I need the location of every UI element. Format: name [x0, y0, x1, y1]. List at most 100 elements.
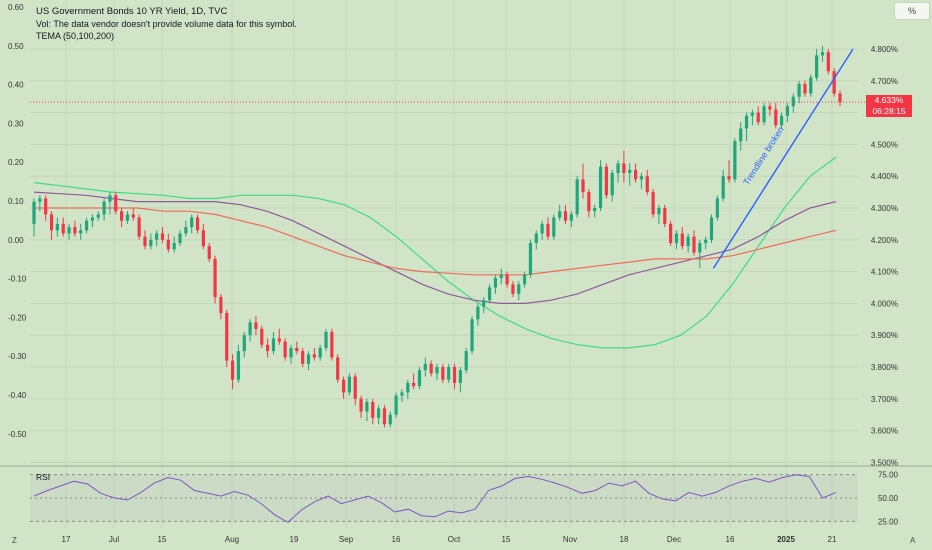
candle [528, 239, 533, 278]
candle [131, 208, 135, 221]
candle-body [511, 284, 515, 294]
candle-body [213, 258, 217, 298]
auto-scale-button[interactable]: A [910, 536, 916, 545]
candle [271, 332, 276, 355]
time-tick-label: 19 [290, 535, 299, 544]
candle-body [563, 211, 568, 221]
candle-body [423, 363, 427, 371]
candle-body [230, 360, 235, 380]
candle [593, 204, 597, 218]
candle [698, 239, 702, 269]
zoom-button[interactable]: Z [12, 536, 17, 545]
percent-label: % [907, 6, 916, 16]
candle-body [266, 344, 270, 352]
candle-body [709, 217, 714, 240]
candle [120, 208, 124, 228]
candle-body [277, 338, 281, 342]
candle [768, 103, 772, 116]
candle [429, 360, 433, 377]
trendline-broken-label: Trendline broken [741, 125, 786, 187]
candle [394, 392, 398, 418]
candle [645, 169, 649, 196]
candle [534, 230, 538, 250]
candle [540, 220, 544, 240]
candle-body [593, 208, 597, 212]
candle [283, 338, 287, 361]
candle [172, 236, 176, 253]
candle-body [645, 176, 649, 193]
candle [400, 389, 404, 402]
candle-body [166, 239, 170, 250]
time-tick-label: 15 [158, 535, 167, 544]
time-tick-label: Sep [339, 535, 354, 544]
rsi-levels: 75.00 50.00 25.00 [30, 471, 899, 526]
candle-body [102, 201, 106, 215]
candle-body [143, 236, 147, 247]
candle [32, 198, 36, 237]
time-tick-label: 16 [726, 535, 735, 544]
candle-body [388, 414, 392, 425]
candle-body [417, 370, 422, 387]
candle [785, 103, 790, 123]
candle-body [271, 338, 276, 352]
candle-body [774, 109, 778, 126]
candle [260, 325, 264, 348]
candle-body [155, 233, 159, 240]
candle-body [779, 115, 784, 126]
candle [160, 227, 165, 243]
current-price-tag: 4.633% 06:28:15 [866, 95, 912, 117]
candle [213, 255, 217, 304]
candle [499, 268, 503, 285]
candle-body [96, 214, 100, 218]
candle-body [295, 347, 299, 352]
candle-body [540, 223, 544, 234]
candle [376, 405, 381, 425]
candle [417, 367, 422, 390]
candle [266, 338, 270, 358]
candle [166, 233, 170, 253]
trendline[interactable] [712, 48, 854, 269]
candle-body [330, 332, 334, 358]
candle-body [160, 233, 165, 240]
rsi-line [33, 474, 837, 523]
price-tick-label: 4.800% [871, 45, 898, 54]
candle [38, 195, 42, 212]
percent-scale-button[interactable]: % [894, 2, 930, 20]
candle [604, 163, 608, 199]
candle-body [55, 223, 59, 231]
candle [750, 109, 754, 126]
candle-body [587, 192, 591, 212]
candle-body [721, 176, 725, 199]
candle-body [651, 192, 655, 215]
candle-body [552, 217, 556, 237]
candle [476, 303, 480, 326]
candle [482, 297, 486, 313]
candle-body [628, 169, 632, 174]
candle [622, 150, 626, 183]
candle [587, 188, 591, 218]
price-tick-label: 4.200% [871, 236, 898, 245]
candle-body [686, 236, 690, 247]
price-tick-label: 3.500% [871, 458, 898, 467]
candle [470, 316, 474, 355]
candle [412, 373, 416, 390]
candle-body [283, 341, 287, 358]
candle-body [750, 112, 754, 116]
candle [96, 211, 100, 221]
time-axis[interactable]: 17 Jul 15 Aug 19 Sep 16 Oct 15 Nov 18 Dec 16 2025 21 [62, 535, 837, 544]
candle-body [382, 408, 387, 425]
candle [575, 176, 579, 218]
left-tick-label: 0.10 [8, 197, 24, 206]
time-tick-label: 15 [502, 535, 511, 544]
price-tick-label: 3.900% [871, 331, 898, 340]
candle-body [797, 83, 801, 97]
rsi-title[interactable]: RSI [36, 472, 51, 482]
indicator-label[interactable]: TEMA (50,100,200) [36, 31, 115, 41]
candle-body [254, 322, 258, 329]
symbol-title[interactable]: US Government Bonds 10 YR Yield, 1D, TVC [36, 6, 228, 17]
candle [715, 195, 719, 221]
candle [79, 223, 83, 240]
candle-body [108, 195, 112, 202]
candle-body [581, 179, 585, 193]
